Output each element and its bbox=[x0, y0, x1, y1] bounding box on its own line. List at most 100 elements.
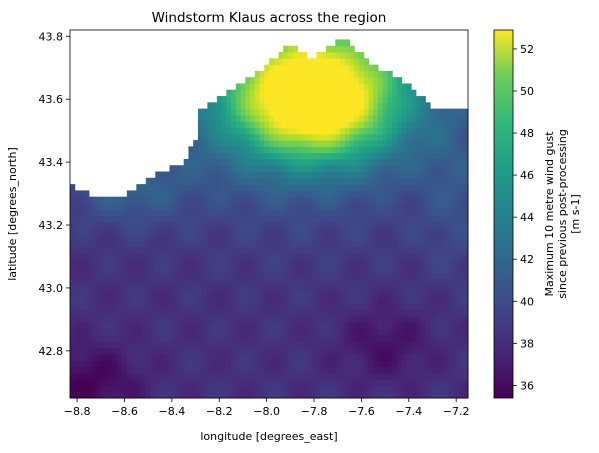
heat-cell bbox=[160, 259, 166, 267]
heat-cell bbox=[449, 247, 455, 254]
heat-cell bbox=[387, 146, 393, 154]
heat-cell bbox=[264, 165, 270, 173]
heat-cell bbox=[117, 391, 123, 399]
heat-cell bbox=[439, 146, 445, 154]
heat-cell bbox=[84, 278, 90, 286]
heat-cell bbox=[240, 83, 246, 91]
heat-cell bbox=[302, 83, 308, 91]
heat-cell bbox=[216, 133, 223, 141]
heat-cell bbox=[283, 253, 289, 261]
heat-cell bbox=[340, 39, 346, 47]
heat-cell bbox=[197, 114, 204, 122]
heat-cell bbox=[321, 284, 327, 292]
heat-cell bbox=[183, 335, 189, 342]
heat-cell bbox=[411, 379, 417, 386]
heat-cell bbox=[122, 215, 128, 223]
heat-cell bbox=[453, 127, 460, 135]
heat-cell bbox=[259, 228, 265, 235]
heat-cell bbox=[126, 228, 133, 235]
heat-cell bbox=[463, 360, 469, 368]
heat-cell bbox=[231, 171, 237, 179]
heat-cell bbox=[283, 272, 289, 279]
heat-cell bbox=[392, 353, 398, 361]
heat-cell bbox=[278, 385, 284, 393]
heat-cell bbox=[387, 385, 393, 393]
heat-cell bbox=[283, 58, 289, 66]
heat-cell bbox=[112, 366, 118, 374]
heat-cell bbox=[202, 335, 208, 342]
heat-cell bbox=[269, 127, 275, 135]
heat-cell bbox=[297, 341, 303, 349]
heat-cell bbox=[297, 228, 303, 235]
heat-cell bbox=[411, 335, 417, 342]
heat-cell bbox=[411, 190, 417, 198]
heat-cell bbox=[126, 291, 133, 298]
heat-cell bbox=[340, 96, 346, 103]
heat-cell bbox=[415, 391, 422, 399]
heat-cell bbox=[79, 353, 85, 361]
heat-cell bbox=[98, 385, 104, 393]
heat-cell bbox=[174, 171, 180, 179]
heat-cell bbox=[377, 96, 384, 103]
heat-cell bbox=[363, 316, 369, 324]
heat-cell bbox=[377, 247, 384, 254]
heat-cell bbox=[221, 171, 227, 179]
heat-cell bbox=[401, 102, 407, 110]
heat-cell bbox=[169, 328, 175, 336]
heat-cell bbox=[269, 114, 275, 122]
heat-cell bbox=[278, 366, 284, 374]
heat-cell bbox=[463, 215, 469, 223]
heat-cell bbox=[245, 89, 251, 97]
heat-cell bbox=[434, 297, 441, 305]
heat-cell bbox=[406, 247, 412, 254]
heat-cell bbox=[449, 353, 455, 361]
heat-cell bbox=[392, 190, 398, 198]
heat-cell bbox=[349, 152, 355, 160]
heat-cell bbox=[368, 165, 374, 173]
heat-cell bbox=[283, 297, 289, 305]
heat-cell bbox=[231, 372, 237, 380]
heat-cell bbox=[439, 165, 445, 173]
heat-cell bbox=[216, 391, 223, 399]
heat-cell bbox=[93, 247, 99, 254]
heat-cell bbox=[283, 360, 289, 368]
heat-cell bbox=[70, 316, 76, 324]
heat-cell bbox=[335, 316, 341, 324]
heat-cell bbox=[84, 353, 90, 361]
heat-cell bbox=[264, 184, 270, 191]
heat-cell bbox=[183, 309, 189, 317]
heat-cell bbox=[287, 83, 294, 91]
heat-cell bbox=[354, 215, 360, 223]
heat-cell bbox=[226, 240, 232, 248]
colorbar-tick-label: 36 bbox=[520, 379, 534, 392]
heat-cell bbox=[283, 184, 289, 191]
heat-cell bbox=[155, 259, 161, 267]
heat-cell bbox=[340, 127, 346, 135]
heat-cell bbox=[311, 184, 317, 191]
heat-cell bbox=[283, 240, 289, 248]
heat-cell bbox=[444, 322, 450, 330]
heat-cell bbox=[112, 247, 118, 254]
heat-cell bbox=[183, 284, 189, 292]
heat-cell bbox=[434, 278, 441, 286]
heat-cell bbox=[216, 385, 223, 393]
heat-cell bbox=[254, 391, 261, 399]
heat-cell bbox=[453, 209, 460, 217]
heat-cell bbox=[373, 96, 379, 103]
heat-cell bbox=[259, 234, 265, 242]
heat-cell bbox=[354, 347, 360, 355]
heat-cell bbox=[141, 247, 147, 254]
heat-cell bbox=[330, 335, 336, 342]
heat-cell bbox=[439, 385, 445, 393]
heat-cell bbox=[453, 322, 460, 330]
heat-cell bbox=[387, 278, 393, 286]
heat-cell bbox=[221, 328, 227, 336]
heat-cell bbox=[292, 353, 298, 361]
heat-cell bbox=[430, 190, 436, 198]
heat-cell bbox=[396, 272, 403, 279]
heat-cell bbox=[297, 102, 303, 110]
heat-cell bbox=[373, 328, 379, 336]
heat-cell bbox=[183, 316, 189, 324]
heat-cell bbox=[311, 158, 317, 166]
heat-cell bbox=[287, 303, 294, 311]
